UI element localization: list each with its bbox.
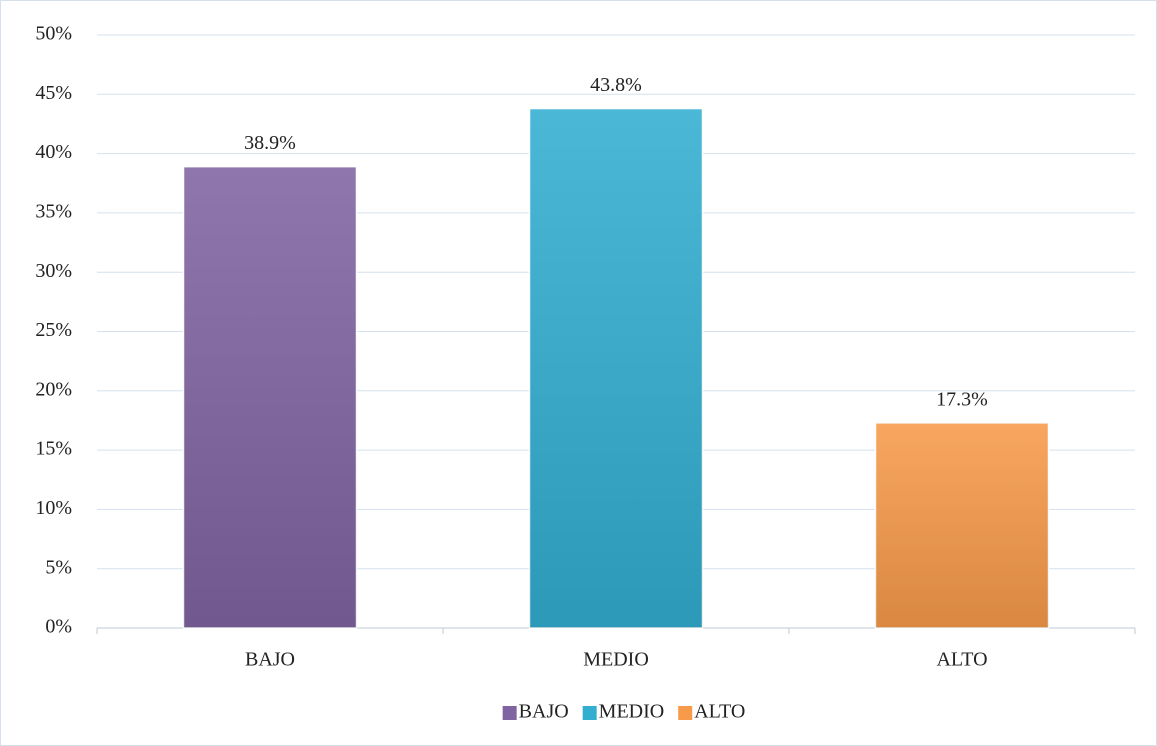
y-tick-label: 10%: [35, 497, 72, 519]
x-tick-label: ALTO: [936, 649, 987, 671]
bar-shade: [875, 422, 1049, 628]
legend-swatch: [502, 706, 517, 720]
x-tick-label: BAJO: [245, 649, 295, 671]
y-tick-label: 50%: [35, 23, 72, 45]
y-tick-label: 40%: [35, 141, 72, 163]
y-tick-label: 45%: [35, 82, 72, 104]
y-tick-label: 5%: [45, 556, 72, 578]
bar-shade: [529, 108, 703, 629]
y-tick-label: 20%: [35, 378, 72, 400]
y-tick-label: 0%: [45, 616, 72, 638]
y-tick-label: 35%: [35, 200, 72, 222]
legend-label: BAJO: [519, 701, 569, 723]
legend-label: ALTO: [694, 701, 745, 723]
value-label: 38.9%: [244, 132, 296, 154]
x-tick-label: MEDIO: [583, 649, 649, 671]
y-tick-label: 25%: [35, 319, 72, 341]
value-label: 17.3%: [936, 388, 988, 410]
legend-swatch: [678, 706, 693, 720]
value-label: 43.8%: [590, 74, 642, 96]
legend-label: MEDIO: [599, 701, 665, 723]
bar-shade: [183, 166, 357, 628]
y-tick-label: 15%: [35, 438, 72, 460]
y-tick-label: 30%: [35, 260, 72, 282]
legend-swatch: [582, 706, 597, 720]
